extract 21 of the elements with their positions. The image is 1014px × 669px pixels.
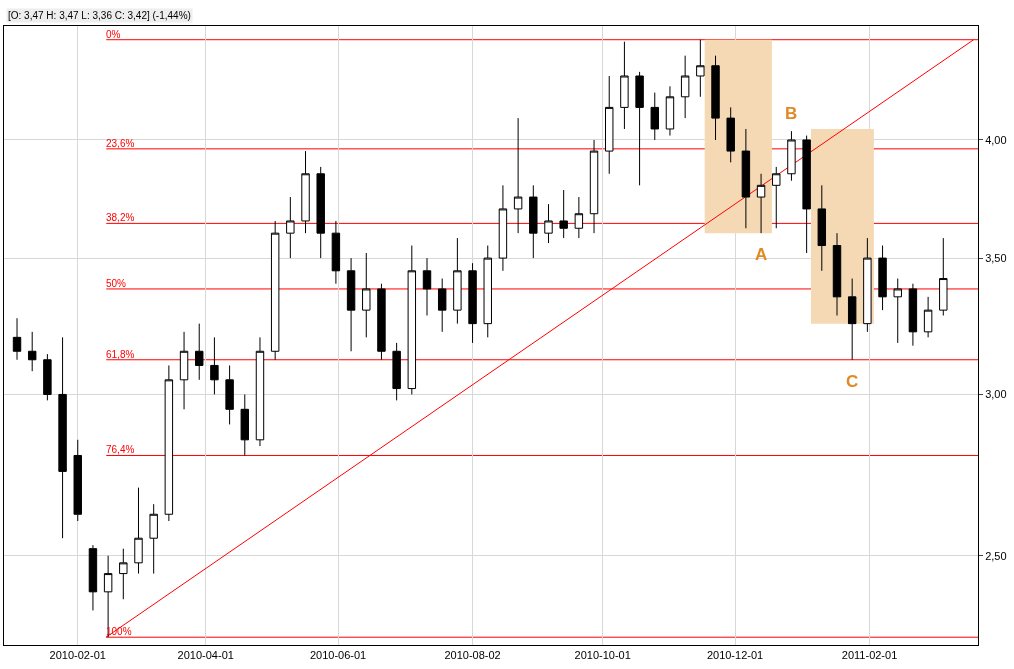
annotation: 50% [106,278,127,289]
x-tick-label: 2011-02-01 [841,649,898,662]
y-tick-label: 2,50 [985,549,1007,562]
x-tick-label: 2010-04-01 [177,649,234,662]
annotation: C [846,372,859,391]
y-tick-label: 3,00 [985,388,1007,401]
x-tick-label: 2010-12-01 [706,649,764,662]
y-tick-label: 4,00 [985,133,1007,146]
annotation: 76,4% [106,444,135,455]
x-tick-label: 2010-10-01 [574,649,631,662]
annotation: 38,2% [106,212,135,223]
annotation: A [755,245,768,264]
annotation: 23,6% [106,138,135,149]
text: [O: 3,47 H: 3,47 L: 3,36 C: 3,42] (-1,44%) [8,10,191,21]
x-tick-label: 2010-02-01 [49,649,106,662]
x-tick-label: 2010-08-02 [444,649,501,662]
y-tick-label: 3,50 [985,251,1007,264]
annotation: B [785,104,798,123]
annotation: 61,8% [106,349,135,360]
annotation: 0% [106,29,121,40]
x-tick-label: 2010-06-01 [309,649,367,662]
